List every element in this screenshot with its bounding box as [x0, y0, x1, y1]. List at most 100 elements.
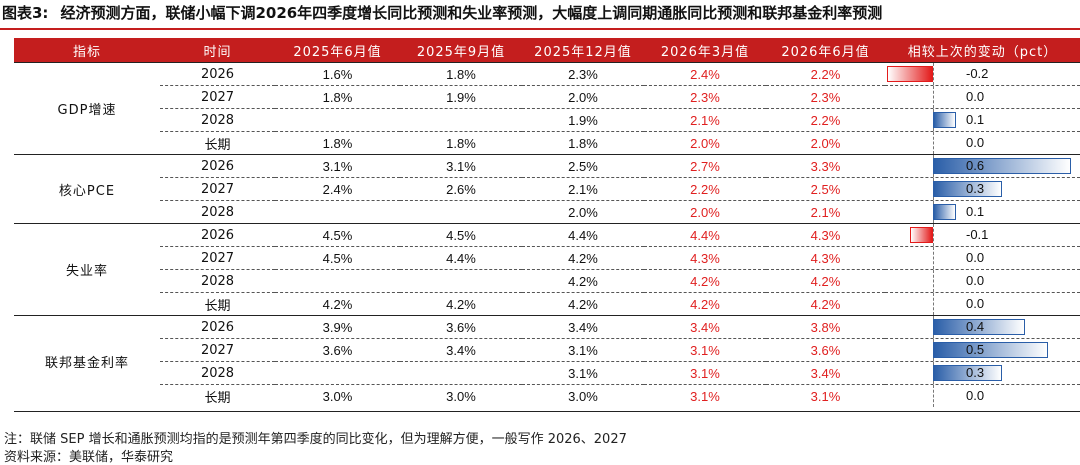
time-cell: 2027 — [160, 246, 275, 270]
value-cell: 3.0% — [400, 384, 522, 407]
value-cell: 3.9% — [275, 315, 400, 339]
change-label: 0.1 — [966, 112, 985, 127]
value-cell: 4.2% — [522, 246, 644, 270]
indicator-cell: 联邦基金利率 — [14, 315, 160, 407]
table-row: 核心PCE 2026 3.1% 3.1% 2.5% 2.7% 3.3% 0.6 — [14, 154, 1080, 224]
change-bar-negative — [887, 66, 933, 82]
time-cell: 2026 — [160, 62, 275, 86]
change-axis — [933, 63, 934, 85]
value-cell: 2.0% — [766, 131, 885, 155]
table-row: 2028 2.0% 2.0% 2.1% 0.1 — [14, 200, 1080, 224]
value-cell: 2.1% — [766, 200, 885, 224]
value-cell: 3.1% — [644, 338, 766, 362]
time-cell: 长期 — [160, 384, 275, 407]
time-cell: 2027 — [160, 338, 275, 362]
value-cell: 2.0% — [644, 200, 766, 224]
table-row: 2027 4.5% 4.4% 4.2% 4.3% 4.3% 0.0 — [14, 246, 1080, 270]
time-cell: 2026 — [160, 154, 275, 178]
value-cell: 1.6% — [275, 62, 400, 86]
header-row: 指标 时间 2025年6月值 2025年9月值 2025年12月值 2026年3… — [14, 38, 1080, 63]
table-row: GDP增速 2026 1.6% 1.8% 2.3% 2.4% 2.2% -0.2 — [14, 62, 1080, 155]
value-cell: 3.0% — [522, 384, 644, 407]
change-label: -0.1 — [966, 227, 989, 242]
change-axis — [933, 132, 934, 154]
change-cell: 0.3 — [885, 361, 1080, 385]
value-cell: 1.9% — [400, 85, 522, 109]
source-note: 资料来源：美联储，华泰研究 — [4, 450, 174, 465]
value-cell: 4.3% — [766, 246, 885, 270]
value-cell: 2.2% — [766, 62, 885, 86]
indicator-cell: 核心PCE — [14, 154, 160, 224]
value-cell: 1.8% — [522, 131, 644, 155]
change-label: 0.0 — [966, 250, 985, 265]
table-row: 2028 1.9% 2.1% 2.2% 0.1 — [14, 108, 1080, 132]
figure-label: 图表3: — [2, 4, 49, 22]
value-cell: 2.6% — [400, 177, 522, 201]
value-cell: 2.0% — [644, 131, 766, 155]
time-cell: 2028 — [160, 108, 275, 132]
value-cell: 1.9% — [522, 108, 644, 132]
value-cell: 3.4% — [644, 315, 766, 339]
header-2025-jun: 2025年6月值 — [275, 38, 400, 63]
table-body: GDP增速 2026 1.6% 1.8% 2.3% 2.4% 2.2% -0.2 2027 1.8… — [14, 62, 1080, 407]
change-bar-positive — [933, 112, 956, 128]
change-label: 0.0 — [966, 388, 985, 403]
value-cell: 4.4% — [400, 246, 522, 270]
value-cell: 3.1% — [766, 384, 885, 407]
value-cell: 2.4% — [275, 177, 400, 201]
value-cell: 1.8% — [275, 131, 400, 155]
value-cell: 4.2% — [400, 292, 522, 316]
value-cell: 2.3% — [522, 62, 644, 86]
value-cell: 4.5% — [275, 223, 400, 247]
change-cell: 0.1 — [885, 108, 1080, 132]
table-header: 指标 时间 2025年6月值 2025年9月值 2025年12月值 2026年3… — [14, 38, 1080, 63]
value-cell: 3.1% — [644, 384, 766, 407]
change-axis — [933, 224, 934, 246]
value-cell: 3.4% — [522, 315, 644, 339]
change-cell: -0.1 — [885, 223, 1080, 247]
header-change: 相较上次的变动（pct） — [885, 38, 1080, 63]
header-indicator: 指标 — [14, 38, 160, 63]
change-cell: 0.0 — [885, 246, 1080, 270]
change-label: 0.0 — [966, 296, 985, 311]
value-cell: 3.3% — [766, 154, 885, 178]
value-cell — [275, 269, 400, 293]
value-cell — [400, 200, 522, 224]
change-cell: 0.6 — [885, 154, 1080, 178]
value-cell: 3.6% — [766, 338, 885, 362]
change-label: 0.3 — [966, 365, 985, 380]
table-row: 2028 3.1% 3.1% 3.4% 0.3 — [14, 361, 1080, 385]
value-cell: 2.7% — [644, 154, 766, 178]
value-cell: 2.3% — [766, 85, 885, 109]
change-bar-positive — [933, 342, 1048, 358]
time-cell: 2026 — [160, 315, 275, 339]
change-label: 0.3 — [966, 181, 985, 196]
value-cell: 3.1% — [522, 361, 644, 385]
header-time: 时间 — [160, 38, 275, 63]
change-axis — [933, 247, 934, 269]
indicator-cell: GDP增速 — [14, 62, 160, 155]
value-cell: 3.8% — [766, 315, 885, 339]
change-axis — [933, 385, 934, 407]
value-cell: 3.1% — [522, 338, 644, 362]
value-cell: 4.2% — [644, 269, 766, 293]
change-cell: 0.1 — [885, 200, 1080, 224]
value-cell: 3.6% — [400, 315, 522, 339]
value-cell: 3.1% — [644, 361, 766, 385]
change-cell: 0.0 — [885, 269, 1080, 293]
value-cell: 3.4% — [766, 361, 885, 385]
value-cell: 3.1% — [275, 154, 400, 178]
change-bar-positive — [933, 158, 1071, 174]
table-row: 长期 3.0% 3.0% 3.0% 3.1% 3.1% 0.0 — [14, 384, 1080, 407]
change-label: 0.1 — [966, 204, 985, 219]
value-cell: 4.2% — [275, 292, 400, 316]
change-bar-positive — [933, 365, 1002, 381]
change-bar-positive — [933, 204, 956, 220]
table-row: 2027 1.8% 1.9% 2.0% 2.3% 2.3% 0.0 — [14, 85, 1080, 109]
time-cell: 长期 — [160, 292, 275, 316]
value-cell: 2.0% — [522, 85, 644, 109]
value-cell — [400, 361, 522, 385]
change-label: 0.4 — [966, 319, 985, 334]
change-label: 0.0 — [966, 273, 985, 288]
figure-title: 图表3: 经济预测方面，联储小幅下调2026年四季度增长同比预测和失业率预测，大幅… — [0, 0, 1080, 26]
